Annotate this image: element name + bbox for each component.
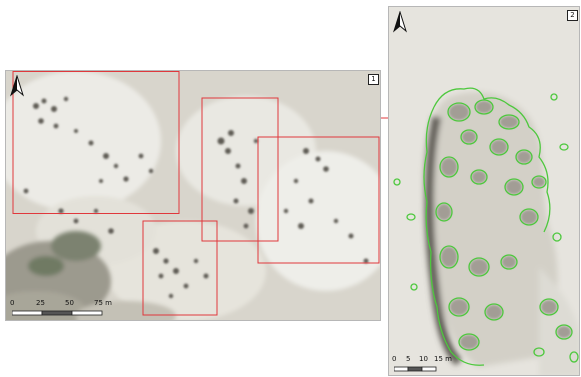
extent-box-4 [142,220,218,316]
scalebar: 0 25 50 75 m [10,299,122,319]
north-arrow-icon [10,75,24,97]
scalebar: 0 5 10 15 m [392,355,452,375]
extent-box-3 [257,136,380,264]
scalebar-label: 50 [65,299,74,307]
extent-box-2 [201,97,279,242]
scalebar-label: 0 [10,299,15,307]
scalebar-label: 15 m [434,355,452,363]
detail-map[interactable]: 2 0 5 10 15 m [388,6,580,376]
panel-number-badge: 2 [567,10,578,21]
shrub-outlines [393,87,579,366]
panel-number-badge: 1 [368,74,379,85]
scalebar-label: 0 [392,355,397,363]
scalebar-label: 5 [406,355,411,363]
extent-box-1 [12,71,180,214]
scalebar-graphic [394,366,437,372]
scalebar-label: 75 m [94,299,112,307]
scalebar-label: 10 [419,355,428,363]
scalebar-graphic [12,310,103,316]
overview-map[interactable]: 1 0 25 50 75 m [5,70,381,321]
scalebar-label: 25 [36,299,45,307]
overview-imagery [6,71,380,320]
north-arrow-icon [393,11,407,33]
detail-imagery [389,7,579,375]
